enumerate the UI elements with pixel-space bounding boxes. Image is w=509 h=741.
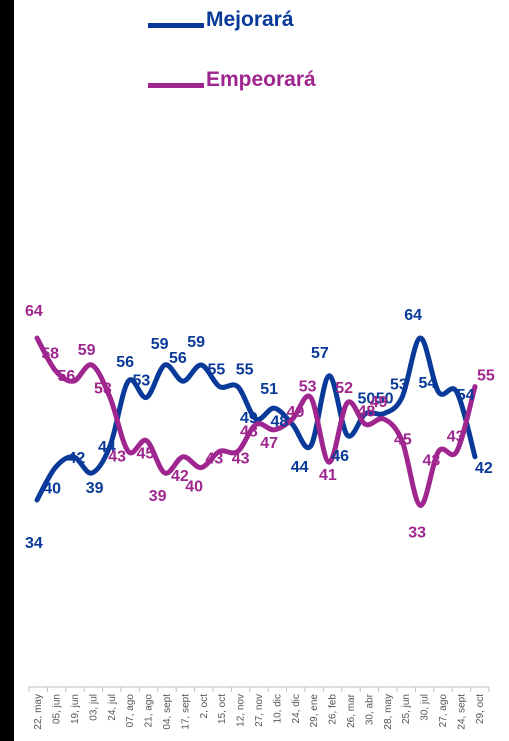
- data-label-mejorara-5: 56: [116, 354, 134, 371]
- series-line-empeorara: [34, 335, 478, 508]
- data-label-empeorara-1: 58: [41, 345, 59, 362]
- data-label-mejorara-14: 48: [271, 413, 289, 430]
- data-label-mejorara-11: 55: [236, 362, 254, 379]
- x-tick-label-6: 21, ago: [144, 694, 155, 728]
- x-tick-label-9: 2, oct: [199, 694, 210, 719]
- legend-label-mejorara: Mejorará: [206, 8, 294, 31]
- data-label-empeorara-8: 42: [171, 468, 189, 485]
- data-label-mejorara-17: 46: [331, 448, 349, 465]
- x-tick-label-13: 10, dic: [272, 694, 283, 723]
- data-label-empeorara-12: 48: [240, 423, 258, 440]
- x-tick-label-21: 30, jul: [420, 694, 431, 721]
- data-label-mejorara-0: 34: [25, 535, 43, 552]
- data-label-mejorara-7: 59: [151, 336, 169, 353]
- legend-swatch-mejorara: [148, 22, 204, 28]
- data-label-empeorara-14: 49: [287, 404, 305, 421]
- legend-item-mejorara: Mejorará: [148, 8, 294, 32]
- x-tick-label-12: 27, nov: [254, 694, 265, 727]
- data-label-mejorara-16: 57: [311, 345, 329, 362]
- data-label-empeorara-15: 53: [299, 378, 317, 395]
- data-label-empeorara-10: 43: [206, 450, 224, 467]
- x-tick-label-7: 04, sept: [162, 694, 173, 730]
- data-label-mejorara-2: 42: [68, 450, 86, 467]
- data-label-mejorara-15: 44: [291, 459, 309, 476]
- data-label-empeorara-6: 45: [137, 446, 155, 463]
- x-tick-label-8: 17, sept: [180, 694, 191, 730]
- data-label-mejorara-19: 50: [376, 391, 394, 408]
- data-label-mejorara-12: 49: [240, 410, 258, 427]
- data-label-empeorara-16: 41: [319, 467, 337, 484]
- data-label-mejorara-22: 54: [419, 375, 437, 392]
- data-label-empeorara-13: 47: [260, 435, 278, 452]
- x-tick-label-10: 15, oct: [217, 694, 228, 724]
- data-label-empeorara-24: 55: [477, 368, 495, 385]
- x-tick-label-16: 26, feb: [328, 694, 339, 725]
- data-label-empeorara-22: 43: [423, 452, 441, 469]
- data-label-empeorara-21: 33: [408, 524, 426, 541]
- data-label-mejorara-20: 53: [390, 376, 408, 393]
- data-label-mejorara-13: 51: [260, 381, 278, 398]
- x-tick-label-22: 27, ago: [438, 694, 449, 728]
- data-label-empeorara-4: 53: [94, 380, 112, 397]
- data-label-empeorara-18: 48: [358, 403, 376, 420]
- data-label-mejorara-9: 59: [187, 334, 205, 351]
- data-label-mejorara-21: 64: [404, 307, 422, 324]
- left-border: [0, 0, 14, 741]
- x-tick-label-18: 30, abr: [364, 693, 375, 725]
- x-tick-label-0: 22, may: [33, 694, 44, 730]
- data-label-mejorara-18: 50: [358, 391, 376, 408]
- data-label-empeorara-0: 64: [25, 303, 43, 320]
- x-tick-label-17: 26, mar: [346, 693, 357, 728]
- x-tick-label-4: 24, jul: [107, 694, 118, 721]
- data-label-mejorara-6: 53: [133, 372, 151, 389]
- x-tick-label-2: 19, jun: [70, 694, 81, 724]
- legend-label-empeorara: Empeorará: [206, 68, 316, 91]
- data-label-mejorara-24: 42: [475, 460, 493, 477]
- data-label-empeorara-23: 43: [447, 428, 465, 445]
- data-label-empeorara-3: 59: [78, 342, 96, 359]
- data-label-mejorara-3: 39: [86, 480, 104, 497]
- x-tick-label-23: 24, sept: [456, 694, 467, 730]
- data-label-mejorara-23: 54: [457, 387, 475, 404]
- data-label-empeorara-20: 45: [394, 432, 412, 449]
- x-tick-label-1: 05, jun: [52, 694, 63, 724]
- data-label-mejorara-10: 55: [208, 362, 226, 379]
- legend-swatch-empeorara: [148, 82, 204, 88]
- data-label-empeorara-7: 39: [149, 488, 167, 505]
- data-label-empeorara-11: 43: [232, 450, 250, 467]
- x-tick-label-5: 07, ago: [125, 694, 136, 728]
- data-label-mejorara-4: 44: [98, 439, 116, 456]
- x-tick-label-24: 29, oct: [475, 694, 486, 724]
- data-label-empeorara-5: 43: [108, 448, 126, 465]
- data-label-empeorara-9: 40: [185, 479, 203, 496]
- data-label-empeorara-2: 56: [58, 368, 76, 385]
- data-label-empeorara-19: 49: [370, 394, 388, 411]
- x-tick-label-15: 29, ene: [309, 694, 320, 728]
- x-tick-label-11: 12, nov: [236, 694, 247, 727]
- x-tick-label-19: 28, may: [383, 694, 394, 730]
- data-label-empeorara-17: 52: [335, 380, 353, 397]
- x-tick-label-20: 25, jun: [401, 694, 412, 724]
- x-tick-label-14: 24, dic: [291, 694, 302, 723]
- data-label-mejorara-8: 56: [169, 350, 187, 367]
- series-line-mejorara: [34, 335, 478, 503]
- data-label-mejorara-1: 40: [43, 481, 61, 498]
- legend-item-empeorara: Empeorará: [148, 68, 316, 92]
- x-tick-label-3: 03, jul: [88, 694, 99, 721]
